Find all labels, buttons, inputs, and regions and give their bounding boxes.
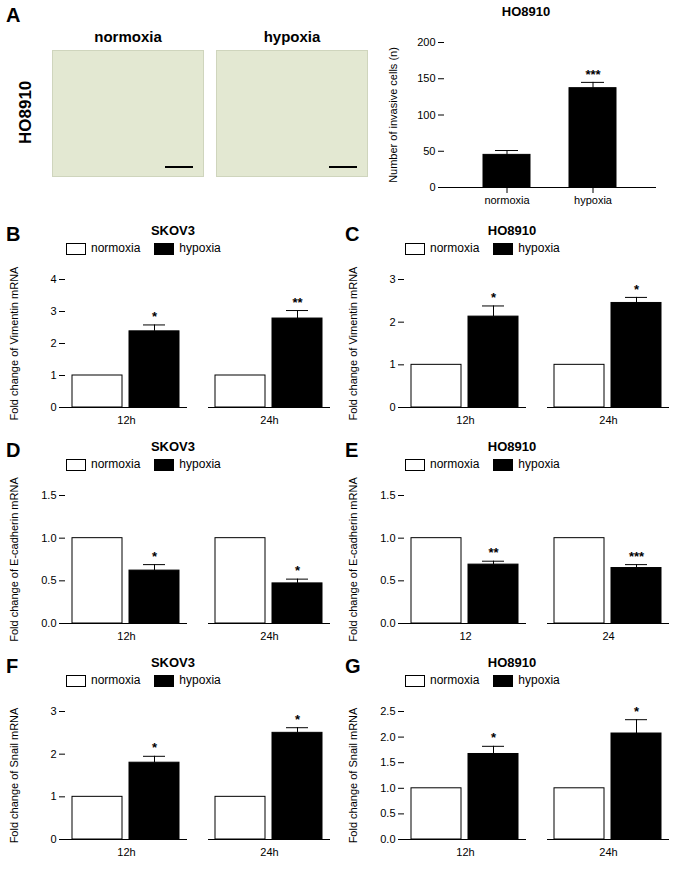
svg-text:Number of invasive cells (n): Number of invasive cells (n) — [387, 47, 399, 183]
svg-text:0.0: 0.0 — [380, 617, 395, 629]
html-text:D: D — [6, 439, 21, 461]
svg-text:0.0: 0.0 — [380, 833, 395, 845]
html-text:normoxia: normoxia — [94, 28, 162, 45]
svg-text:150: 150 — [417, 72, 435, 84]
svg-text:24: 24 — [602, 630, 614, 642]
svg-text:0: 0 — [429, 181, 435, 193]
svg-text:3: 3 — [389, 273, 395, 285]
html-text:normoxia: normoxia — [430, 673, 480, 687]
html-text:normoxia: normoxia — [91, 457, 141, 471]
svg-text:**: ** — [292, 295, 303, 310]
svg-text:*: * — [152, 309, 158, 324]
html-text:HO8910: HO8910 — [16, 80, 35, 145]
svg-text:**: ** — [488, 545, 499, 560]
svg-text:2.0: 2.0 — [380, 731, 395, 743]
svg-text:*: * — [152, 549, 158, 564]
svg-text:4: 4 — [50, 273, 56, 285]
svg-text:24h: 24h — [260, 414, 278, 426]
svg-text:3: 3 — [50, 305, 56, 317]
svg-text:hypoxia: hypoxia — [574, 194, 613, 206]
svg-text:1.5: 1.5 — [41, 489, 56, 501]
svg-text:*: * — [152, 740, 158, 755]
html-text:hypoxia: hypoxia — [179, 673, 221, 687]
svg-text:12h: 12h — [117, 630, 135, 642]
html-text:SKOV3: SKOV3 — [151, 439, 195, 454]
svg-text:*: * — [491, 730, 497, 745]
svg-text:0: 0 — [50, 833, 56, 845]
html-text:normoxia: normoxia — [430, 241, 480, 255]
svg-text:1.5: 1.5 — [380, 489, 395, 501]
svg-text:3: 3 — [50, 705, 56, 717]
svg-text:2: 2 — [50, 337, 56, 349]
svg-text:1.0: 1.0 — [380, 532, 395, 544]
svg-text:Fold change of E-cadherin mRNA: Fold change of E-cadherin mRNA — [347, 477, 359, 642]
svg-text:normoxia: normoxia — [484, 194, 530, 206]
html-text:HO8910: HO8910 — [487, 223, 537, 238]
svg-text:*: * — [295, 563, 301, 578]
svg-text:*: * — [634, 704, 640, 719]
svg-text:0.5: 0.5 — [380, 574, 395, 586]
svg-text:2: 2 — [50, 748, 56, 760]
svg-text:2.5: 2.5 — [380, 705, 395, 717]
svg-text:1.0: 1.0 — [41, 532, 56, 544]
svg-text:1: 1 — [389, 358, 395, 370]
html-text:HO8910: HO8910 — [487, 655, 537, 670]
html-text:normoxia: normoxia — [91, 673, 141, 687]
svg-text:24h: 24h — [599, 414, 617, 426]
svg-text:12: 12 — [459, 630, 471, 642]
svg-text:0.0: 0.0 — [41, 617, 56, 629]
svg-text:12h: 12h — [456, 414, 474, 426]
html-text:E: E — [345, 439, 359, 461]
svg-text:0: 0 — [50, 401, 56, 413]
svg-text:1: 1 — [50, 790, 56, 802]
html-text:HO8910: HO8910 — [487, 439, 537, 454]
html-text:SKOV3: SKOV3 — [151, 223, 195, 238]
html-text:HO8910: HO8910 — [501, 4, 551, 19]
html-text:normoxia: normoxia — [91, 241, 141, 255]
svg-text:*: * — [295, 712, 301, 727]
html-text:A: A — [6, 4, 21, 26]
html-text:hypoxia: hypoxia — [518, 457, 560, 471]
svg-text:0.5: 0.5 — [380, 807, 395, 819]
svg-text:200: 200 — [417, 36, 435, 48]
svg-text:0.5: 0.5 — [41, 574, 56, 586]
html-text:normoxia: normoxia — [430, 457, 480, 471]
svg-text:24h: 24h — [260, 846, 278, 858]
svg-text:12h: 12h — [117, 414, 135, 426]
html-text:hypoxia: hypoxia — [518, 241, 560, 255]
svg-text:1.5: 1.5 — [380, 756, 395, 768]
svg-text:Fold change of Snail mRNA: Fold change of Snail mRNA — [347, 707, 359, 843]
svg-text:0: 0 — [389, 401, 395, 413]
svg-text:Fold change of Snail mRNA: Fold change of Snail mRNA — [8, 707, 20, 843]
svg-text:24h: 24h — [599, 846, 617, 858]
svg-text:100: 100 — [417, 109, 435, 121]
svg-text:Fold change of Vimentin mRNA: Fold change of Vimentin mRNA — [8, 266, 20, 421]
svg-text:***: *** — [629, 549, 645, 564]
html-text:F: F — [6, 655, 19, 677]
svg-text:Fold change of Vimentin mRNA: Fold change of Vimentin mRNA — [347, 266, 359, 421]
svg-text:24h: 24h — [260, 630, 278, 642]
svg-text:50: 50 — [423, 145, 435, 157]
svg-text:12h: 12h — [117, 846, 135, 858]
html-text:hypoxia: hypoxia — [179, 457, 221, 471]
html-text:hypoxia: hypoxia — [179, 241, 221, 255]
svg-text:2: 2 — [389, 316, 395, 328]
html-text:SKOV3: SKOV3 — [151, 655, 195, 670]
svg-text:1.0: 1.0 — [380, 782, 395, 794]
html-text:hypoxia: hypoxia — [263, 28, 321, 45]
html-text:C: C — [345, 223, 360, 245]
svg-text:Fold change of E-cadherin mRNA: Fold change of E-cadherin mRNA — [8, 477, 20, 642]
svg-text:*: * — [634, 282, 640, 297]
html-text:hypoxia: hypoxia — [518, 673, 560, 687]
html-text:B: B — [6, 223, 21, 245]
svg-text:***: *** — [585, 67, 601, 82]
svg-text:12h: 12h — [456, 846, 474, 858]
html-text:G: G — [345, 655, 361, 677]
svg-text:*: * — [491, 290, 497, 305]
svg-text:1: 1 — [50, 369, 56, 381]
